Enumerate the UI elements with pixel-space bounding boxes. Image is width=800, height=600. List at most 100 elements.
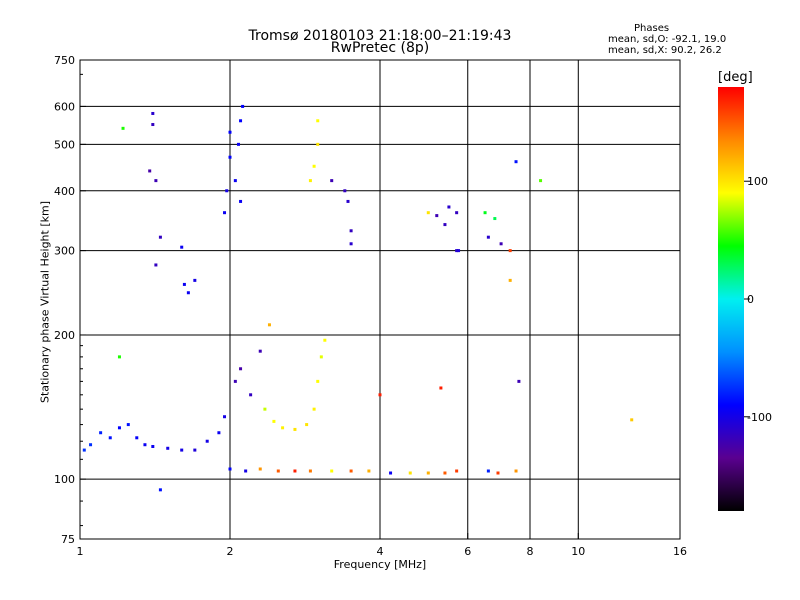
data-point (316, 379, 320, 383)
y-tick-label: 75 (61, 533, 75, 546)
data-point (233, 179, 237, 183)
data-point (316, 119, 320, 123)
x-tick-label: 8 (527, 545, 534, 558)
data-point (457, 249, 461, 253)
data-point (435, 214, 439, 218)
data-point (486, 235, 490, 239)
data-point (263, 407, 267, 411)
data-point (312, 164, 316, 168)
data-point (508, 249, 512, 253)
data-point (249, 393, 253, 397)
axis-ticks: 1 2 4 6 8 10 16 75 100 200 300 400 500 600 750 (54, 54, 687, 558)
data-point (258, 349, 262, 353)
data-point (486, 469, 490, 473)
data-point (272, 419, 276, 423)
data-point (293, 469, 297, 473)
y-tick-label: 400 (54, 185, 75, 198)
data-point (223, 415, 227, 419)
y-tick-label: 100 (54, 473, 75, 486)
data-point (186, 291, 190, 295)
data-point (293, 427, 297, 431)
data-point (312, 407, 316, 411)
data-point (267, 323, 271, 327)
data-point (630, 418, 634, 422)
data-point (151, 123, 155, 127)
colorbar (718, 87, 744, 511)
x-tick-label: 4 (377, 545, 384, 558)
data-point (223, 211, 227, 215)
data-point (514, 160, 518, 164)
colorbar-tick-label: 100 (747, 175, 768, 188)
grid-lines (80, 60, 680, 539)
data-point (539, 179, 543, 183)
data-point (233, 379, 237, 383)
data-point (349, 469, 353, 473)
data-point (239, 199, 243, 203)
data-point (426, 471, 430, 475)
data-point (276, 469, 280, 473)
data-point (349, 229, 353, 233)
data-point (455, 249, 459, 253)
data-point (148, 169, 152, 173)
data-point (193, 278, 197, 282)
x-tick-label: 16 (673, 545, 687, 558)
data-point (180, 245, 184, 249)
data-point (330, 469, 334, 473)
data-point (378, 393, 382, 397)
colorbar-unit-label: [deg] (718, 70, 753, 85)
data-point (517, 379, 521, 383)
data-point (439, 386, 443, 390)
x-axis-label: Frequency [MHz] (333, 558, 427, 571)
data-point (281, 426, 285, 430)
data-point (205, 439, 209, 443)
data-point (117, 426, 121, 430)
data-points (82, 104, 634, 492)
data-point (239, 367, 243, 371)
data-point (154, 263, 158, 267)
data-point (443, 471, 447, 475)
x-tick-label: 10 (571, 545, 585, 558)
chart-title: Tromsø 20180103 21:18:00–21:19:43 (248, 28, 512, 44)
data-point (217, 431, 221, 435)
data-point (443, 223, 447, 227)
phases-heading: Phases (634, 23, 670, 34)
data-point (225, 189, 229, 193)
data-point (126, 423, 130, 427)
data-point (151, 444, 155, 448)
data-point (228, 467, 232, 471)
data-point (244, 469, 248, 473)
data-point (447, 205, 451, 209)
phase-stats-x: mean, sd,X: 90.2, 26.2 (608, 45, 722, 56)
data-point (455, 211, 459, 215)
data-point (239, 119, 243, 123)
data-point (154, 179, 158, 183)
data-point (108, 436, 112, 440)
colorbar-tick-label: 0 (747, 293, 754, 306)
data-point (330, 179, 334, 183)
data-point (143, 443, 147, 447)
data-point (367, 469, 371, 473)
data-point (117, 355, 121, 359)
y-tick-label: 750 (54, 54, 75, 67)
y-tick-label: 200 (54, 329, 75, 342)
data-point (241, 104, 245, 108)
y-tick-label: 600 (54, 100, 75, 113)
y-tick-label: 300 (54, 245, 75, 258)
data-point (323, 338, 327, 342)
data-point (236, 142, 240, 146)
data-point (514, 469, 518, 473)
data-point (343, 189, 347, 193)
data-point (408, 471, 412, 475)
data-point (158, 488, 162, 492)
data-point (258, 467, 262, 471)
data-point (305, 423, 309, 427)
phase-stats-o: mean, sd,O: -92.1, 19.0 (608, 34, 727, 45)
data-point (151, 111, 155, 115)
data-point (349, 242, 353, 246)
x-tick-label: 1 (77, 545, 84, 558)
data-point (308, 469, 312, 473)
x-tick-label: 2 (227, 545, 234, 558)
data-point (308, 179, 312, 183)
data-point (499, 242, 503, 246)
